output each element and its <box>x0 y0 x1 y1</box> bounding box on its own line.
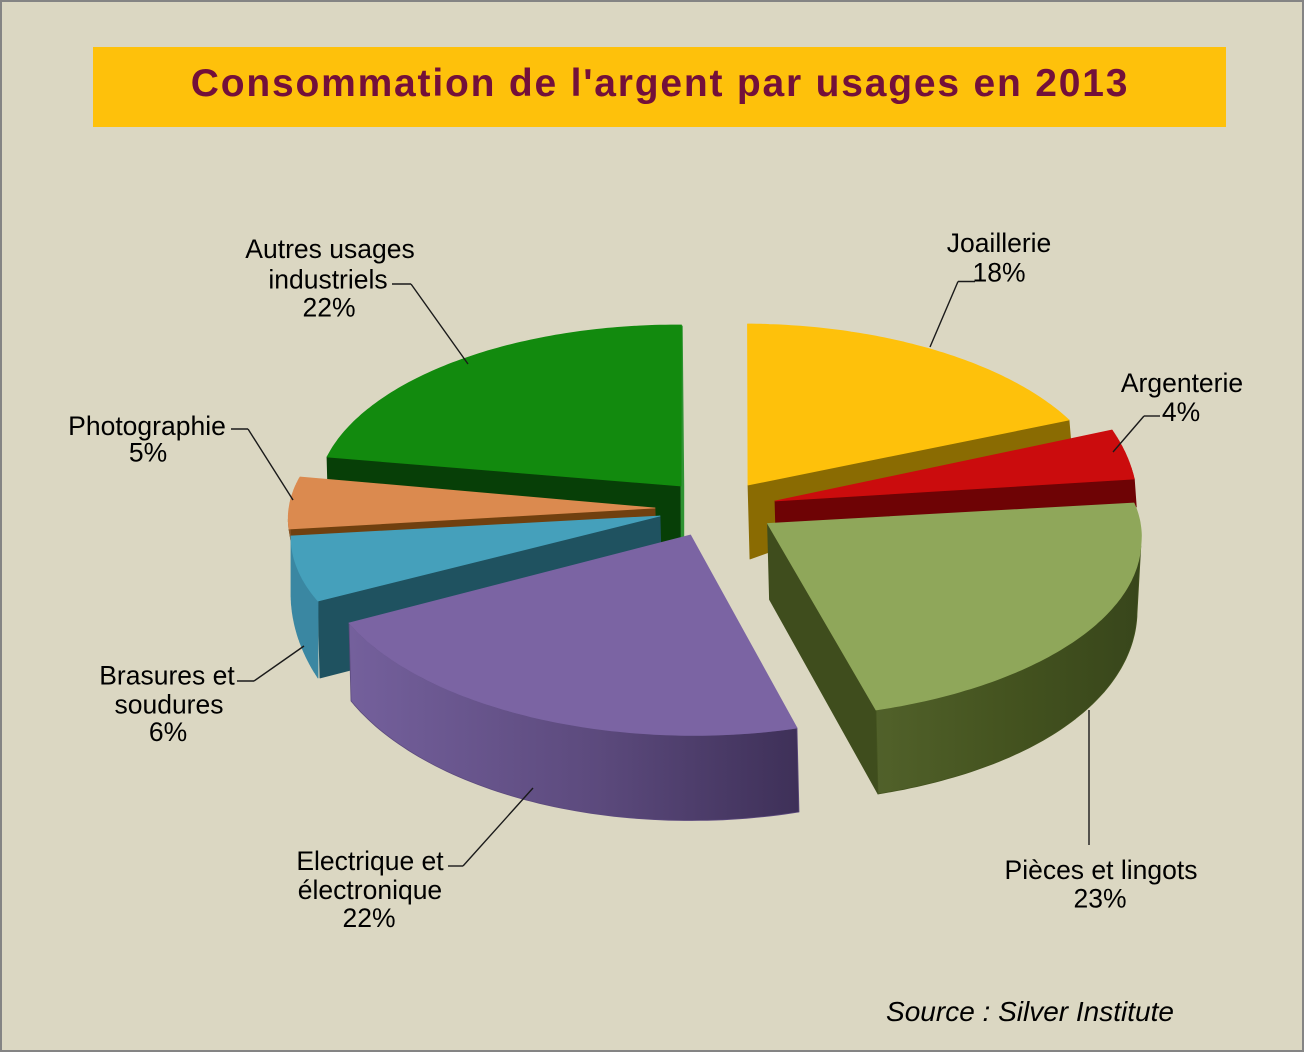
svg-text:Autres usages: Autres usages <box>245 234 414 264</box>
svg-text:23%: 23% <box>1073 884 1126 914</box>
svg-text:électronique: électronique <box>298 875 442 905</box>
svg-text:5%: 5% <box>129 438 167 468</box>
svg-text:Argenterie: Argenterie <box>1121 368 1243 398</box>
svg-text:6%: 6% <box>149 717 187 747</box>
svg-text:Photographie: Photographie <box>68 411 226 441</box>
svg-text:22%: 22% <box>302 293 355 323</box>
svg-text:Source : Silver Institute: Source : Silver Institute <box>886 996 1174 1027</box>
svg-text:4%: 4% <box>1162 397 1200 427</box>
svg-text:Electrique et: Electrique et <box>296 846 444 876</box>
svg-text:Pièces et lingots: Pièces et lingots <box>1005 855 1198 885</box>
svg-text:Joaillerie: Joaillerie <box>947 228 1052 258</box>
svg-text:Brasures et: Brasures et <box>99 661 235 691</box>
svg-text:Consommation de l'argent par u: Consommation de l'argent par usages en 2… <box>191 62 1129 105</box>
svg-text:soudures: soudures <box>114 690 223 720</box>
svg-text:industriels: industriels <box>268 265 387 295</box>
svg-text:18%: 18% <box>972 258 1025 288</box>
svg-text:22%: 22% <box>342 903 395 933</box>
